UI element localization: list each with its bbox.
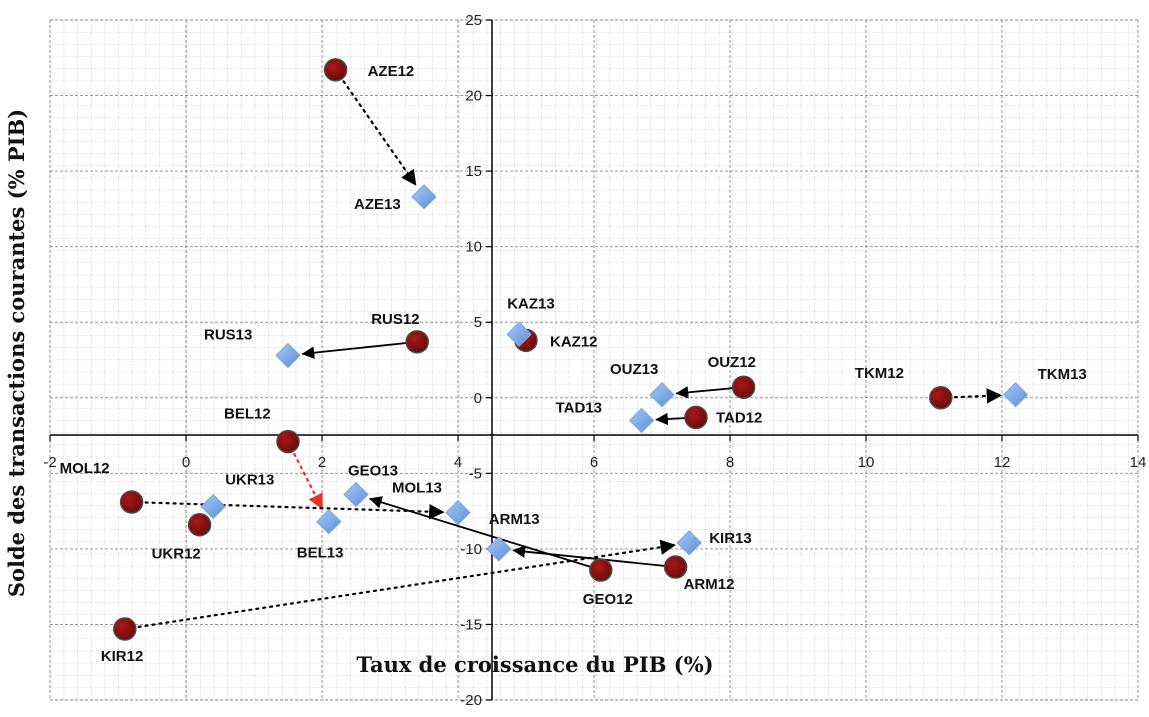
arrow-bel12-bel13 (286, 440, 324, 510)
arrow-geo12-geo13 (369, 496, 602, 571)
y-tick-label: -20 (460, 692, 482, 709)
marker-kir13 (676, 530, 702, 556)
y-tick-label: 0 (474, 390, 482, 407)
point-label-tkm12: TKM12 (855, 365, 904, 382)
arrow-kir12-kir13 (123, 539, 676, 631)
arrow-mol12-mol13 (130, 500, 445, 520)
marker-bel13 (316, 508, 342, 535)
point-label-ouz12: OUZ12 (708, 354, 756, 371)
point-label-bel13: BEL13 (297, 545, 344, 562)
marker-aze13 (411, 184, 437, 210)
arrow-rus12-rus13 (301, 340, 419, 359)
marker-tad13 (628, 407, 655, 434)
point-label-kir13: KIR13 (709, 530, 752, 547)
point-label-rus13: RUS13 (204, 326, 252, 343)
marker-aze12 (323, 58, 348, 82)
x-tick-label: -2 (43, 454, 56, 471)
point-label-ukr13: UKR13 (225, 472, 274, 489)
marker-mol13 (445, 499, 471, 526)
marker-mol12 (119, 490, 144, 514)
marker-geo13 (343, 481, 369, 508)
y-tick-label: -10 (460, 541, 482, 558)
y-tick-label: -5 (469, 465, 482, 482)
x-tick-label: 2 (318, 454, 326, 471)
y-tick-label: 25 (465, 12, 482, 29)
marker-ukr13 (200, 493, 226, 520)
point-label-aze13: AZE13 (354, 196, 401, 213)
marker-kir12 (113, 617, 137, 641)
point-label-tkm13: TKM13 (1038, 366, 1087, 383)
marker-tkm13 (1002, 382, 1029, 408)
point-label-mol12: MOL12 (60, 460, 110, 477)
arrow-arm12-arm13 (512, 545, 677, 568)
point-label-bel12: BEL12 (224, 406, 271, 423)
point-label-mol13: MOL13 (392, 480, 442, 497)
point-label-kaz13: KAZ13 (507, 295, 555, 312)
point-label-ouz13: OUZ13 (610, 361, 658, 378)
point-label-geo12: GEO12 (583, 591, 633, 608)
marker-geo12 (589, 558, 613, 582)
point-label-aze12: AZE12 (368, 63, 415, 80)
y-tick-label: 10 (465, 239, 482, 256)
y-tick-label: 5 (474, 314, 482, 331)
point-label-ukr12: UKR12 (152, 546, 201, 563)
marker-rus12 (405, 330, 429, 354)
point-label-kir12: KIR12 (101, 648, 144, 665)
point-labels: AZE12 RUS12 KAZ12 OUZ12 TAD12 TKM12 BEL12 MOL12… (60, 63, 1087, 665)
major-grid (49, 19, 1139, 701)
x-tick-label: 4 (454, 454, 462, 471)
y-tick-label: -15 (460, 616, 482, 633)
point-label-rus12: RUS12 (371, 311, 419, 328)
x-tick-label: 8 (726, 454, 734, 471)
point-label-geo13: GEO13 (348, 462, 398, 479)
arrow-aze12-aze13 (334, 68, 417, 186)
markers (113, 58, 1029, 641)
marker-tkm12 (929, 386, 953, 410)
x-axis-title: Taux de croissance du PIB (%) (356, 652, 713, 677)
marker-bel12 (276, 429, 300, 454)
x-tick-label: 10 (858, 454, 875, 471)
x-tick-label: 14 (1130, 454, 1147, 471)
marker-arm13 (486, 536, 512, 562)
point-label-kaz12: KAZ12 (550, 333, 598, 350)
marker-ukr12 (187, 512, 212, 537)
arrows (123, 68, 1003, 631)
point-label-tad12: TAD12 (716, 409, 762, 426)
x-tick-label: 12 (994, 454, 1011, 471)
y-tick-label: 20 (465, 88, 482, 105)
marker-ouz12 (731, 375, 756, 399)
marker-arm12 (663, 555, 688, 579)
point-label-tad13: TAD13 (556, 399, 602, 416)
y-axis-title: Solde des transactions courantes (% PIB) (4, 109, 29, 597)
marker-ouz13 (649, 382, 675, 408)
x-tick-label: 6 (590, 454, 598, 471)
point-label-arm13: ARM13 (489, 511, 540, 528)
x-tick-label: 0 (182, 454, 190, 471)
y-tick-label: 15 (465, 163, 482, 180)
marker-tad12 (684, 405, 708, 430)
marker-kaz13 (506, 321, 532, 348)
point-label-arm12: ARM12 (684, 576, 735, 593)
marker-rus13 (275, 342, 301, 369)
